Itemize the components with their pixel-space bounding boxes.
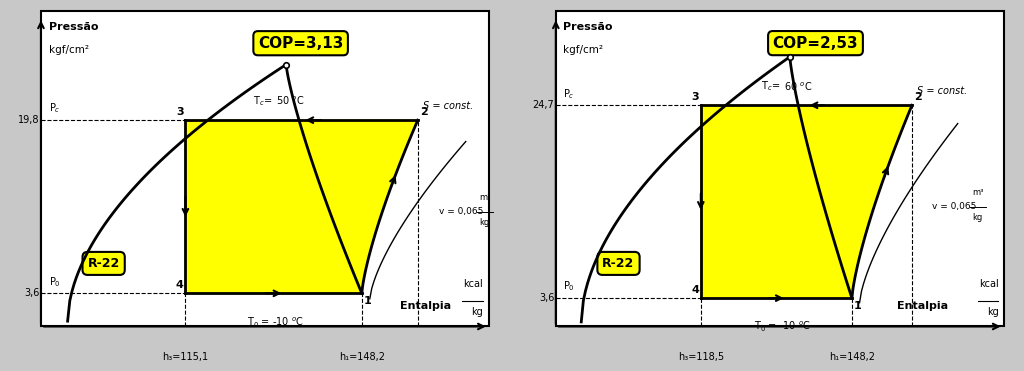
Text: 60 $^o$C: 60 $^o$C: [783, 80, 812, 92]
Text: h₃=115,1: h₃=115,1: [163, 352, 209, 362]
Text: 3,6: 3,6: [24, 288, 39, 298]
Text: 24,7: 24,7: [532, 100, 554, 110]
Polygon shape: [700, 105, 912, 298]
Text: 19,8: 19,8: [17, 115, 39, 125]
Polygon shape: [185, 120, 418, 293]
Text: 1: 1: [854, 301, 862, 311]
Text: v = 0,065: v = 0,065: [932, 203, 977, 211]
Text: R-22: R-22: [87, 257, 120, 270]
Text: h₁=148,2: h₁=148,2: [828, 352, 874, 362]
Text: 2: 2: [421, 107, 428, 117]
Text: P$_c$: P$_c$: [563, 87, 575, 101]
Text: 4: 4: [176, 280, 183, 290]
Text: 3: 3: [176, 107, 183, 117]
Text: 4: 4: [691, 285, 699, 295]
Text: m³: m³: [973, 188, 984, 197]
Text: 50 $^o$C: 50 $^o$C: [276, 95, 305, 108]
Text: 2: 2: [914, 92, 923, 102]
Text: T$_c$=: T$_c$=: [253, 94, 273, 108]
Text: S = const.: S = const.: [423, 101, 473, 111]
Text: 3,6: 3,6: [539, 293, 554, 303]
Text: T$_0$ = -10 $^o$C: T$_0$ = -10 $^o$C: [754, 320, 811, 334]
Text: P$_0$: P$_0$: [49, 275, 60, 289]
Text: P$_c$: P$_c$: [49, 102, 60, 115]
Text: kcal: kcal: [464, 279, 483, 289]
Text: kg: kg: [472, 307, 483, 317]
Text: Entalpia: Entalpia: [399, 301, 451, 311]
Text: COP=2,53: COP=2,53: [773, 36, 858, 50]
Text: R-22: R-22: [602, 257, 635, 270]
Text: T$_c$=: T$_c$=: [761, 79, 781, 93]
Text: 3: 3: [691, 92, 699, 102]
Text: 1: 1: [364, 296, 372, 306]
Text: kgf/cm²: kgf/cm²: [563, 45, 603, 55]
Text: h₃=118,5: h₃=118,5: [678, 352, 724, 362]
Text: COP=3,13: COP=3,13: [258, 36, 343, 51]
Text: Entalpia: Entalpia: [897, 301, 948, 311]
Text: kg: kg: [479, 218, 489, 227]
Text: T$_0$ = -10 $^o$C: T$_0$ = -10 $^o$C: [247, 315, 304, 329]
Text: kcal: kcal: [979, 279, 998, 289]
Text: Pressão: Pressão: [49, 22, 98, 32]
Text: h₁=148,2: h₁=148,2: [339, 352, 385, 362]
Text: v = 0,065: v = 0,065: [439, 207, 483, 216]
Text: P$_0$: P$_0$: [563, 280, 575, 293]
Text: m³: m³: [479, 193, 490, 202]
Text: kg: kg: [987, 307, 998, 317]
Text: kgf/cm²: kgf/cm²: [49, 45, 89, 55]
Text: S = const.: S = const.: [918, 86, 968, 96]
Text: kg: kg: [973, 213, 983, 222]
Text: Pressão: Pressão: [563, 22, 613, 32]
